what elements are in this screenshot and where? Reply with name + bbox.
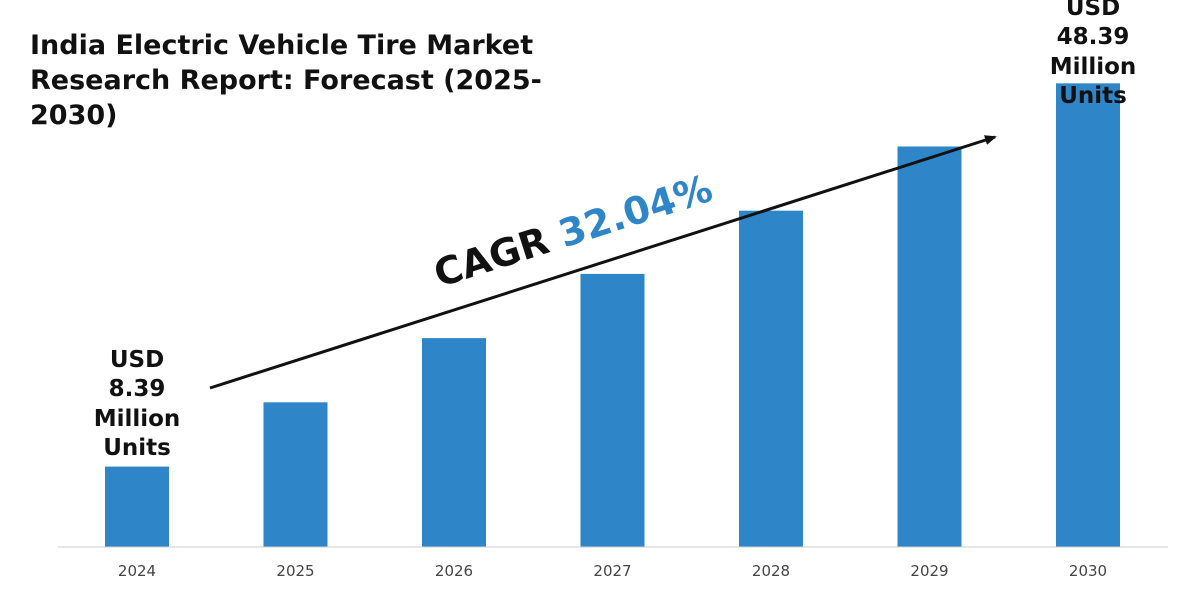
x-tick-label-2025: 2025 bbox=[276, 562, 314, 580]
bar-2028 bbox=[739, 210, 803, 548]
x-tick-label-2024: 2024 bbox=[118, 562, 156, 580]
x-tick-label-2030: 2030 bbox=[1069, 562, 1107, 580]
x-tick-label-2028: 2028 bbox=[752, 562, 790, 580]
x-tick-label-2026: 2026 bbox=[435, 562, 473, 580]
bars-group bbox=[105, 83, 1120, 548]
chart-title: India Electric Vehicle Tire Market Resea… bbox=[30, 30, 542, 132]
x-tick-labels: 2024 2025 2026 2027 2028 2029 2030 bbox=[118, 562, 1107, 580]
bar-2025 bbox=[263, 402, 328, 547]
end-value-label: USD 48.39 Million Units bbox=[1049, 0, 1137, 110]
bar-2027 bbox=[580, 273, 645, 547]
bar-2024 bbox=[105, 466, 169, 547]
bar-2026 bbox=[422, 338, 486, 547]
cagr-trend-arrow bbox=[209, 135, 997, 390]
x-tick-label-2027: 2027 bbox=[593, 562, 631, 580]
start-value-label: USD 8.39 Million Units bbox=[93, 347, 181, 462]
bar-2030 bbox=[1056, 83, 1120, 547]
x-tick-label-2029: 2029 bbox=[910, 562, 948, 580]
bar-2029 bbox=[897, 146, 962, 548]
